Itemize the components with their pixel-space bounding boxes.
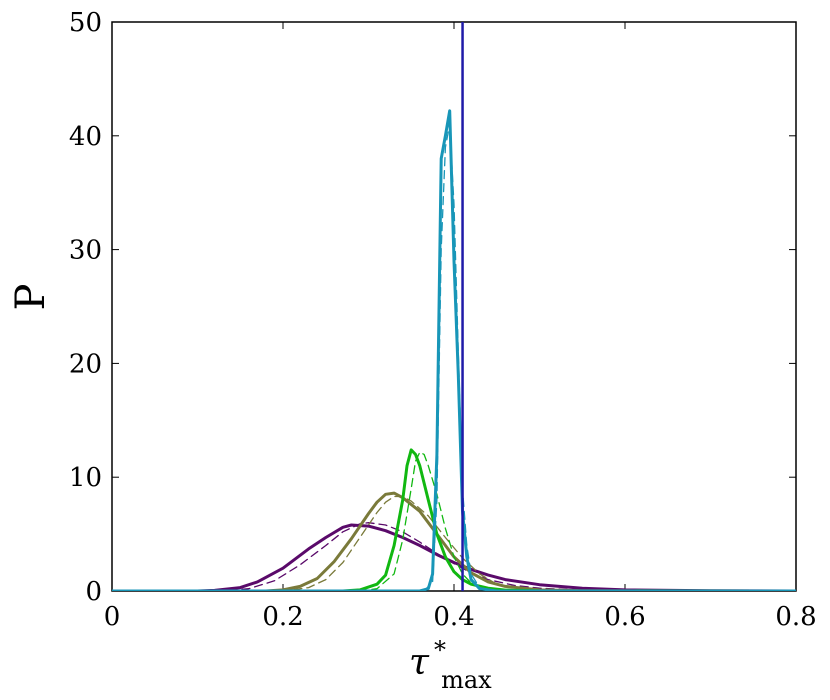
series-line-3 [112, 495, 796, 591]
x-tick-labels: 0 0.2 0.4 0.6 0.8 [104, 602, 817, 632]
x-axis-label-sup: * [434, 636, 446, 664]
x-tick-label: 0.4 [433, 602, 474, 632]
y-axis-label: P [8, 284, 54, 311]
x-axis-label: τ * max [409, 636, 492, 694]
plot-area-frame [111, 21, 797, 592]
y-tick-label: 40 [69, 122, 102, 152]
tick-marks [111, 21, 797, 592]
x-tick-label: 0.2 [262, 602, 303, 632]
x-tick-label: 0.8 [775, 602, 816, 632]
x-tick-label: 0 [104, 602, 121, 632]
series-line-4 [112, 448, 796, 591]
y-tick-label: 30 [69, 236, 102, 266]
y-tick-label: 50 [69, 8, 102, 38]
y-tick-labels: 0 10 20 30 40 50 [69, 8, 102, 607]
x-axis-label-main: τ [409, 642, 430, 683]
series-line-6 [112, 109, 796, 591]
series-line-1 [112, 522, 796, 591]
series-line-7 [112, 123, 796, 591]
series-line-2 [112, 491, 796, 591]
series-group [112, 109, 796, 591]
series-line-0 [112, 523, 796, 591]
y-tick-label: 10 [69, 463, 102, 493]
y-tick-label: 0 [85, 577, 102, 607]
y-tick-label: 20 [69, 349, 102, 379]
x-axis-label-sub: max [441, 666, 492, 694]
x-tick-label: 0.6 [604, 602, 645, 632]
